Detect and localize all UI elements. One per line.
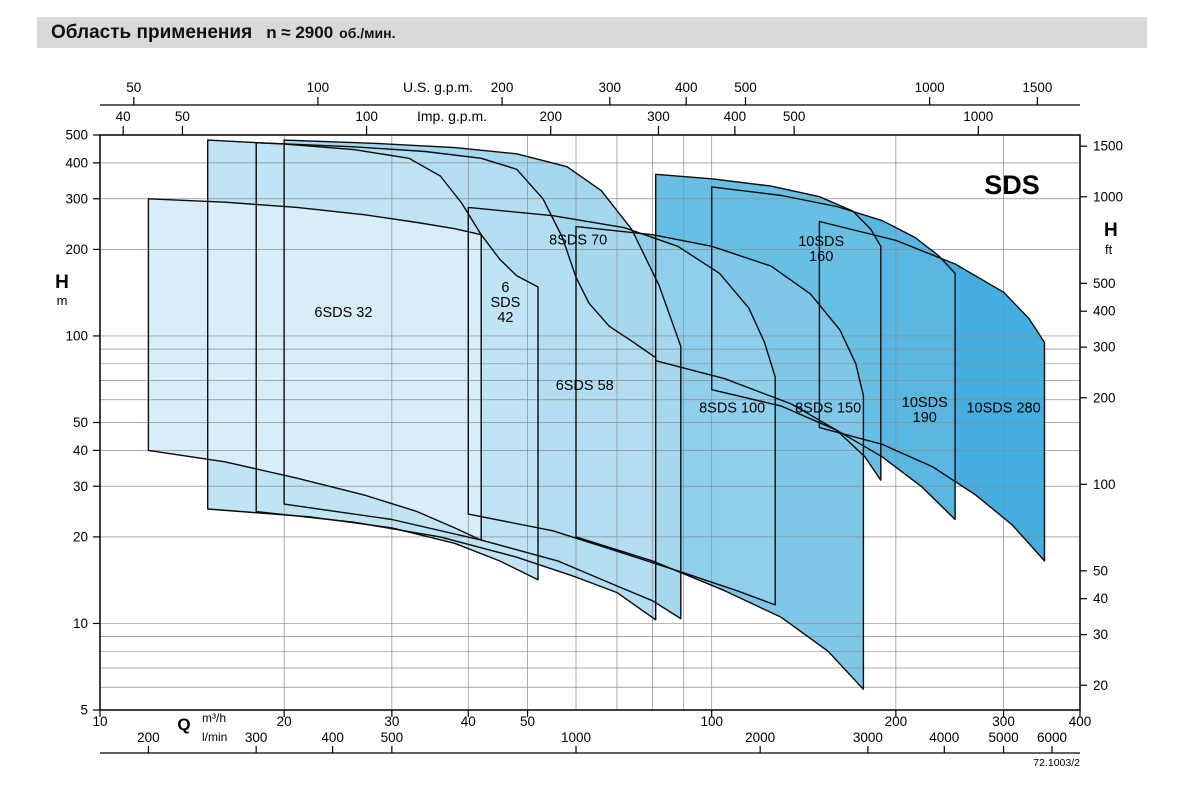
pump-region-label-8sds-150: 8SDS 150	[795, 400, 861, 416]
us-gpm-tick-label: 300	[599, 80, 622, 95]
pump-region-outline-10sds-280	[818, 220, 1046, 562]
pump-region-label-10sds-160: 160	[809, 249, 833, 265]
h-ft-tick-label: 400	[1093, 304, 1116, 319]
h-m-unit-label: m	[57, 293, 68, 308]
h-m-tick-label: 30	[73, 479, 88, 494]
imp-gpm-tick-label: 400	[724, 109, 747, 124]
pump-region-label-6sds-32: 6SDS 32	[314, 305, 372, 321]
q-lmin-tick-label: 400	[321, 730, 344, 745]
pump-region-outline-6sds-58	[255, 142, 657, 621]
q-lmin-tick-label: 300	[245, 730, 268, 745]
q-lmin-unit-label: l/min	[202, 730, 227, 744]
q-m3h-tick-label: 200	[885, 714, 908, 729]
pump-region-outline-10sds-160	[655, 173, 882, 481]
us-gpm-tick-label: 200	[491, 80, 514, 95]
q-lmin-tick-label: 5000	[989, 730, 1019, 745]
h-m-tick-label: 400	[65, 155, 88, 170]
pump-region-label-8sds-70: 8SDS 70	[549, 232, 607, 248]
h-m-tick-label: 10	[73, 616, 88, 631]
pump-region-label-10sds-280: 10SDS 280	[966, 400, 1040, 416]
q-m3h-tick-label: 20	[277, 714, 292, 729]
pump-region-outline-8sds-100	[467, 206, 776, 606]
imp-gpm-tick-label: 40	[116, 109, 131, 124]
doc-ref-label: 72.1003/2	[1033, 757, 1080, 769]
imp-gpm-tick-label: 500	[783, 109, 806, 124]
h-ft-tick-label: 20	[1093, 678, 1108, 693]
h-ft-unit-label: ft	[1105, 242, 1113, 257]
h-ft-tick-label: 30	[1093, 627, 1108, 642]
title-bar: Область применения n ≈ 2900 об./мин.	[37, 17, 1147, 48]
q-m3h-tick-label: 50	[520, 714, 535, 729]
q-m3h-unit-label: m³/h	[202, 711, 226, 725]
pump-region-label-10sds-190: 190	[913, 410, 937, 426]
h-m-tick-label: 20	[73, 529, 88, 544]
us-gpm-tick-label: 1500	[1022, 80, 1052, 95]
h-m-tick-label: 300	[65, 191, 88, 206]
h-ft-tick-label: 500	[1093, 276, 1116, 291]
h-m-tick-label: 50	[73, 415, 88, 430]
h-m-axis-label: H	[55, 272, 69, 293]
q-lmin-tick-label: 3000	[853, 730, 883, 745]
imp-gpm-axis-label: Imp. g.p.m.	[417, 108, 487, 124]
imp-gpm-tick-label: 1000	[963, 109, 993, 124]
h-ft-tick-label: 100	[1093, 477, 1116, 492]
us-gpm-tick-label: 500	[734, 80, 757, 95]
q-lmin-tick-label: 2000	[745, 730, 775, 745]
speed-units: об./мин.	[339, 24, 396, 41]
us-gpm-axis-label: U.S. g.p.m.	[403, 79, 473, 95]
q-lmin-tick-label: 6000	[1037, 730, 1067, 745]
h-ft-tick-label: 50	[1093, 563, 1108, 578]
q-m3h-tick-label: 300	[992, 714, 1015, 729]
q-m3h-tick-label: 100	[700, 714, 723, 729]
us-gpm-tick-label: 400	[675, 80, 698, 95]
pump-region-label-6sds-58: 6SDS 58	[556, 378, 614, 394]
imp-gpm-tick-label: 50	[175, 109, 190, 124]
h-m-tick-label: 500	[65, 128, 88, 143]
q-m3h-tick-label: 30	[384, 714, 399, 729]
us-gpm-tick-label: 100	[307, 80, 330, 95]
us-gpm-tick-label: 50	[126, 80, 141, 95]
h-m-tick-label: 5	[80, 703, 88, 718]
h-ft-tick-label: 40	[1093, 591, 1108, 606]
pump-region-label-8sds-100: 8SDS 100	[699, 400, 765, 416]
pump-region-outline-6sds-32	[147, 198, 482, 541]
pump-region-label-6sds-42: 42	[497, 310, 513, 326]
h-ft-tick-label: 200	[1093, 390, 1116, 405]
h-ft-axis-label: H	[1104, 220, 1118, 241]
q-m3h-tick-label: 400	[1069, 714, 1092, 729]
imp-gpm-tick-label: 200	[539, 109, 562, 124]
q-lmin-tick-label: 500	[381, 730, 404, 745]
h-ft-tick-label: 1500	[1093, 139, 1123, 154]
page-title: Область применения	[51, 21, 253, 43]
h-ft-tick-label: 300	[1093, 340, 1116, 355]
q-lmin-tick-label: 4000	[929, 730, 959, 745]
pump-region-label-6sds-42: 6	[501, 280, 509, 296]
q-axis-label: Q	[177, 715, 190, 734]
pump-region-outline-6sds-42	[207, 139, 539, 581]
q-m3h-tick-label: 40	[461, 714, 476, 729]
h-m-tick-label: 40	[73, 443, 88, 458]
pump-region-label-6sds-42: SDS	[491, 295, 521, 311]
imp-gpm-tick-label: 100	[355, 109, 378, 124]
us-gpm-tick-label: 1000	[915, 80, 945, 95]
pump-region-outline-8sds-70	[283, 139, 682, 620]
pump-region-fill-6sds-32	[148, 198, 482, 541]
h-ft-tick-label: 1000	[1093, 189, 1123, 204]
speed-value: n ≈ 2900	[266, 22, 334, 42]
imp-gpm-tick-label: 300	[647, 109, 670, 124]
pump-region-outline-10sds-190	[711, 186, 956, 521]
h-m-tick-label: 200	[65, 242, 88, 257]
pump-region-label-10sds-160: 10SDS	[798, 234, 844, 250]
q-m3h-tick-label: 10	[92, 714, 107, 729]
q-lmin-tick-label: 1000	[561, 730, 591, 745]
pump-region-label-10sds-190: 10SDS	[902, 395, 948, 411]
brand-label: SDS	[984, 170, 1040, 200]
h-m-tick-label: 100	[65, 328, 88, 343]
q-lmin-tick-label: 200	[137, 730, 160, 745]
